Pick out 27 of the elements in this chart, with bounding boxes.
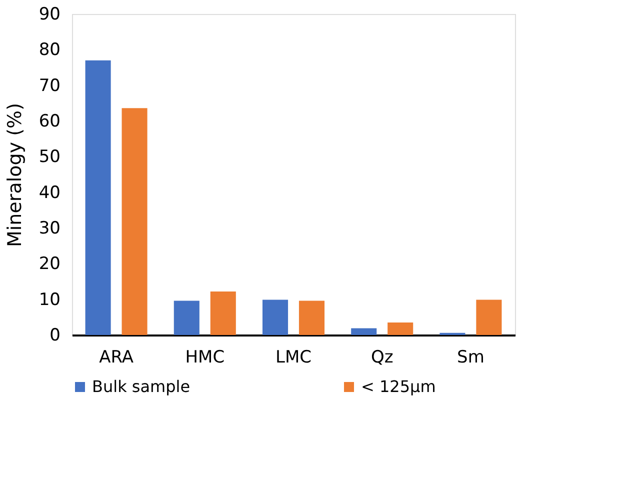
- y-tick-label: 10: [38, 290, 60, 310]
- legend-label: < 125µm: [361, 377, 436, 396]
- x-tick-label: Sm: [457, 348, 484, 368]
- y-tick-label: 40: [38, 182, 60, 203]
- bar: [174, 300, 200, 335]
- bar: [298, 300, 325, 335]
- y-tick-label: 0: [50, 326, 60, 346]
- bar: [85, 60, 111, 335]
- legend-label: Bulk sample: [92, 377, 190, 396]
- bar: [210, 291, 236, 335]
- y-tick-label: 20: [38, 254, 60, 274]
- y-tick-label: 50: [38, 147, 60, 168]
- x-tick-label: HMC: [185, 348, 225, 368]
- y-tick-label: 30: [38, 218, 60, 238]
- y-axis-title: Mineralogy (%): [4, 103, 26, 247]
- x-tick-label: ARA: [99, 348, 134, 368]
- y-tick-label: 60: [38, 112, 60, 132]
- y-tick-label: 90: [38, 4, 60, 24]
- bar: [476, 300, 502, 335]
- bar: [262, 300, 288, 335]
- x-tick-label: Qz: [370, 348, 394, 368]
- y-tick-label: 80: [38, 40, 60, 60]
- y-tick-label: 70: [38, 76, 60, 96]
- bar: [388, 322, 414, 335]
- x-tick-label: LMC: [275, 348, 312, 368]
- bar: [122, 108, 148, 335]
- bar: [351, 328, 377, 335]
